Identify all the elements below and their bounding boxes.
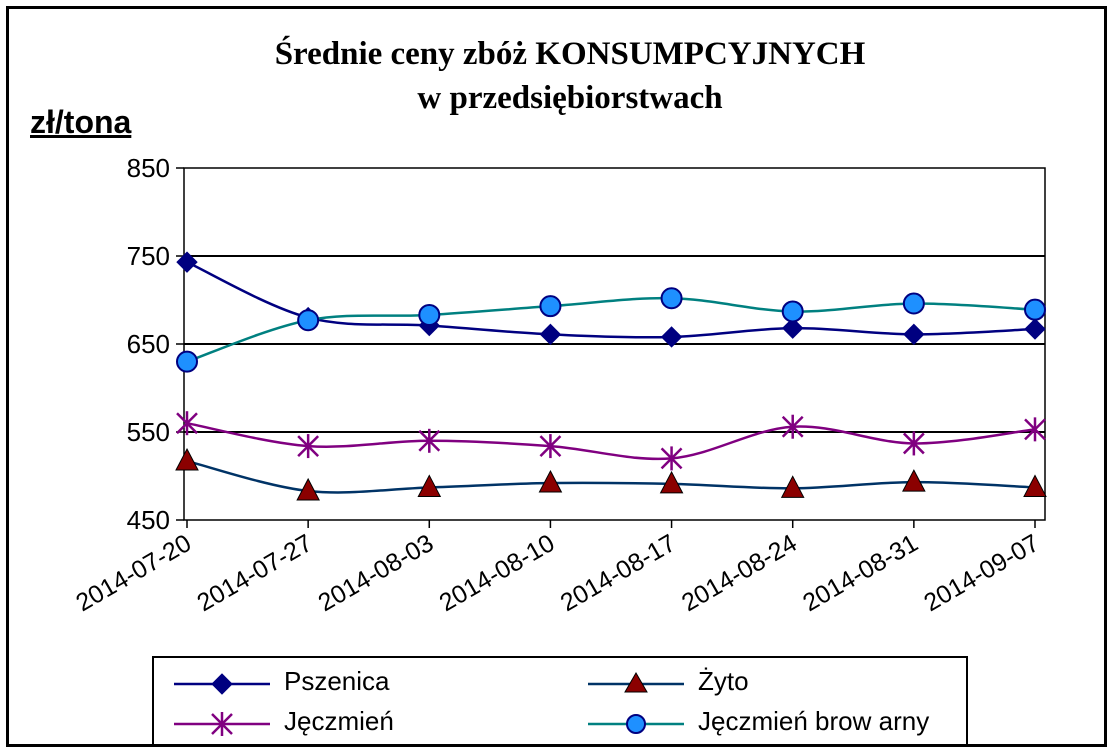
x-tick-label: 2014-08-10 bbox=[435, 529, 560, 617]
data-point-pszenica bbox=[903, 323, 925, 346]
x-tick-label: 2014-09-07 bbox=[919, 529, 1044, 617]
data-point-jeczmien bbox=[660, 446, 683, 471]
legend-marker-zyto bbox=[588, 672, 684, 693]
y-axis-unit-label: zł/tona bbox=[30, 104, 132, 140]
x-tick-label: 2014-07-27 bbox=[192, 529, 317, 617]
data-point-jeczmien-brow-arny bbox=[902, 292, 925, 315]
x-tick-label: 2014-08-17 bbox=[556, 529, 681, 617]
data-point-zyto bbox=[780, 475, 805, 498]
data-point-jeczmien-brow-arny bbox=[418, 303, 441, 326]
chart-frame bbox=[6, 6, 1107, 747]
data-point-pszenica bbox=[176, 251, 198, 273]
data-point-jeczmien bbox=[781, 414, 804, 439]
legend: Pszenica Żyto Jęczmień Jęczmień brow arn… bbox=[152, 656, 968, 746]
data-point-jeczmien bbox=[297, 434, 320, 459]
legend-marker-pszenica bbox=[174, 673, 270, 695]
legend-marker-jeczmien bbox=[174, 712, 270, 736]
y-tick-label: 850 bbox=[127, 153, 170, 183]
x-tick-label: 2014-08-03 bbox=[314, 529, 439, 617]
data-point-jeczmien-brow-arny bbox=[176, 350, 198, 373]
data-point-zyto bbox=[175, 447, 199, 471]
y-tick-label: 750 bbox=[127, 241, 170, 271]
data-point-zyto bbox=[1023, 474, 1047, 497]
series-line-pszenica bbox=[186, 261, 1036, 339]
y-tick-label: 650 bbox=[127, 329, 170, 359]
data-point-jeczmien bbox=[539, 434, 562, 459]
chart-title-line1: Średnie ceny zbóż KONSUMPCYJNYCH bbox=[274, 36, 866, 72]
chart-title: Średnie ceny zbóż KONSUMPCYJNYCH w przed… bbox=[190, 32, 950, 120]
y-tick-label: 550 bbox=[127, 417, 170, 447]
data-point-jeczmien bbox=[418, 428, 441, 453]
chart-title-line2: w przedsiębiorstwach bbox=[417, 80, 723, 116]
series-line-zyto bbox=[186, 459, 1036, 494]
legend-label-jeczmien-browarny: Jęczmień brow arny bbox=[698, 706, 930, 736]
x-tick-label: 2014-08-24 bbox=[677, 529, 802, 617]
legend-label-jeczmien: Jęczmień bbox=[284, 706, 394, 736]
data-point-jeczmien-brow-arny bbox=[781, 300, 804, 323]
series-line-jeczmien-brow-arny bbox=[186, 296, 1036, 363]
legend-marker-jeczmien-browarny bbox=[588, 714, 684, 734]
series-line-jeczmien bbox=[186, 421, 1036, 461]
data-point-jeczmien-brow-arny bbox=[297, 309, 320, 332]
data-point-zyto bbox=[417, 474, 442, 497]
data-point-pszenica bbox=[660, 326, 683, 348]
data-point-jeczmien bbox=[902, 431, 925, 456]
data-point-jeczmien bbox=[1024, 417, 1046, 442]
data-point-jeczmien-brow-arny bbox=[539, 295, 562, 318]
data-point-zyto bbox=[538, 469, 563, 493]
data-point-zyto bbox=[659, 470, 684, 494]
data-point-zyto bbox=[296, 477, 320, 501]
x-tick-label: 2014-07-20 bbox=[71, 529, 196, 617]
data-point-pszenica bbox=[539, 323, 562, 346]
data-point-jeczmien-brow-arny bbox=[1024, 298, 1046, 321]
data-point-pszenica bbox=[782, 317, 804, 339]
data-point-pszenica bbox=[1024, 318, 1046, 340]
y-tick-label: 450 bbox=[127, 505, 170, 535]
data-point-jeczmien-brow-arny bbox=[660, 287, 683, 310]
legend-label-zyto: Żyto bbox=[698, 666, 749, 696]
legend-label-pszenica: Pszenica bbox=[284, 666, 390, 696]
data-point-zyto bbox=[902, 469, 926, 492]
data-point-jeczmien bbox=[176, 411, 198, 436]
x-tick-label: 2014-08-31 bbox=[798, 529, 923, 617]
